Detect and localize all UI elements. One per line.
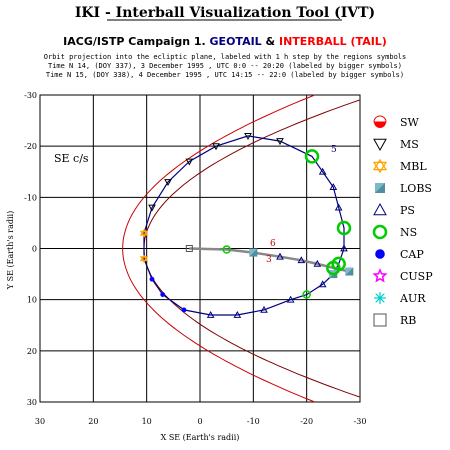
geotail-cap-marker xyxy=(181,307,187,313)
geotail-ps-marker xyxy=(340,244,348,252)
open-square-icon xyxy=(373,313,387,327)
geotail-ns-marker xyxy=(336,220,352,236)
interball-lobs-marker xyxy=(345,267,354,276)
up-triangle-icon xyxy=(373,202,387,216)
tick-labels: 30 20 10 0 -10 -20 -30 -30 -20 -10 0 10 20 30 xyxy=(24,91,366,426)
geotail-ms-marker xyxy=(164,179,172,187)
geotail-label: GEOTAIL xyxy=(210,35,262,48)
legend-label-rb: RB xyxy=(400,314,416,327)
info-line-1: Orbit projection into the ecliptic plane… xyxy=(44,53,406,61)
x-tick-label: 10 xyxy=(142,417,152,426)
interball-ns-marker xyxy=(326,260,341,276)
x-tick-label: -10 xyxy=(247,417,260,426)
campaign-label: IACG/ISTP Campaign 1. xyxy=(63,35,206,48)
y-tick-label: -10 xyxy=(24,193,37,202)
sw-half-circle-icon xyxy=(373,115,387,128)
geotail-ms-marker xyxy=(212,143,220,151)
interball-label: INTERBALL (TAIL) xyxy=(279,35,387,48)
y-tick-label: -30 xyxy=(24,91,37,100)
geotail-ms-marker xyxy=(185,158,194,166)
y-tick-label: 20 xyxy=(27,347,37,356)
legend-label-ms: MS xyxy=(400,138,419,151)
shaded-square-icon xyxy=(375,183,385,193)
geotail-ps-marker xyxy=(206,310,215,318)
geotail-ns-marker xyxy=(302,290,311,299)
geotail-mbl-marker xyxy=(139,254,149,263)
legend-label-mbl: MBL xyxy=(400,160,427,173)
geotail-ns-marker xyxy=(304,149,320,164)
y-axis-label: Y SE (Earth's radii) xyxy=(6,211,15,290)
x-tick-label: 30 xyxy=(35,417,45,426)
x-tick-label: -20 xyxy=(300,417,313,426)
legend-label-cusp: CUSP xyxy=(400,270,433,283)
x-tick-label: 0 xyxy=(197,417,202,426)
legend-label-aur: AUR xyxy=(399,292,426,305)
bow-shock-curve xyxy=(122,94,315,403)
orbit-markers xyxy=(139,133,354,318)
campaign-line: IACG/ISTP Campaign 1. GEOTAIL & INTERBAL… xyxy=(63,35,387,48)
amp-label: & xyxy=(266,35,276,48)
star-icon xyxy=(372,268,388,283)
y-tick-label: -20 xyxy=(24,142,37,151)
geotail-ps-marker xyxy=(318,280,327,288)
x-tick-label: 20 xyxy=(88,417,98,426)
legend-label-sw: SW xyxy=(400,116,420,129)
geotail-ms-marker xyxy=(244,133,252,140)
interball-rb-marker xyxy=(185,245,193,252)
down-triangle-icon xyxy=(373,138,387,152)
geotail-ms-marker xyxy=(148,204,156,212)
y-tick-label: 10 xyxy=(27,296,37,305)
legend: SW MS MBL LOBS PS NS CAP CUSP AUR RB xyxy=(372,115,433,327)
legend-label-cap: CAP xyxy=(400,248,424,261)
y-tick-label: 0 xyxy=(32,245,37,254)
asterisk-icon xyxy=(374,292,386,304)
geotail-cap-marker xyxy=(160,292,166,297)
orbit-label-5: 5 xyxy=(331,145,337,155)
interball-ns-marker xyxy=(222,245,231,254)
geotail-ms-marker xyxy=(276,138,284,146)
orbit-tracks xyxy=(143,135,350,316)
corner-label: SE c/s xyxy=(54,152,89,165)
x-axis-label: X SE (Earth's radii) xyxy=(161,433,240,442)
filled-dot-icon xyxy=(375,249,385,259)
interball-ps-marker xyxy=(276,252,284,260)
legend-label-ns: NS xyxy=(400,226,417,239)
app-title: IKI - Interball Visualization Tool (IVT) xyxy=(75,5,375,21)
geotail-ps-marker xyxy=(329,183,338,190)
circle-icon xyxy=(372,224,388,240)
geotail-orbit-line xyxy=(143,135,345,316)
legend-label-lobs: LOBS xyxy=(400,182,432,195)
interball-lobs-marker xyxy=(249,248,258,257)
geotail-ps-marker xyxy=(260,305,268,313)
orbit-label-6: 6 xyxy=(270,239,276,249)
y-tick-label: 30 xyxy=(27,398,37,407)
legend-label-ps: PS xyxy=(400,204,415,217)
geotail-ps-marker xyxy=(233,310,242,318)
geotail-cap-marker xyxy=(149,276,155,282)
star-of-david-icon xyxy=(372,158,388,174)
geotail-ps-marker xyxy=(318,167,327,175)
info-line-2: Time N 14, (DOY 337), 3 December 1995 , … xyxy=(48,62,402,70)
info-line-3: Time N 15, (DOY 338), 4 December 1995 , … xyxy=(46,71,404,79)
interball-ps-marker xyxy=(313,259,322,267)
geotail-ps-marker xyxy=(286,295,295,303)
geotail-ps-marker xyxy=(334,203,343,211)
geotail-mbl-marker xyxy=(139,228,149,238)
interball-ps-marker xyxy=(297,256,306,264)
x-tick-label: -30 xyxy=(354,417,367,426)
interball-orbit-line xyxy=(189,247,350,273)
orbit-label-3: 3 xyxy=(266,255,272,265)
